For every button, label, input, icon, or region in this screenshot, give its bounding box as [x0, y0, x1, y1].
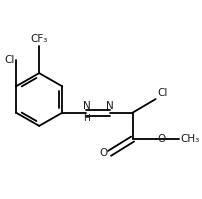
Text: O: O: [99, 148, 107, 158]
Text: N: N: [82, 101, 90, 111]
Text: CF₃: CF₃: [30, 34, 48, 44]
Text: H: H: [83, 114, 89, 123]
Text: Cl: Cl: [4, 55, 14, 65]
Text: N: N: [105, 101, 113, 111]
Text: CH₃: CH₃: [180, 134, 199, 144]
Text: O: O: [157, 134, 165, 144]
Text: Cl: Cl: [157, 88, 167, 98]
